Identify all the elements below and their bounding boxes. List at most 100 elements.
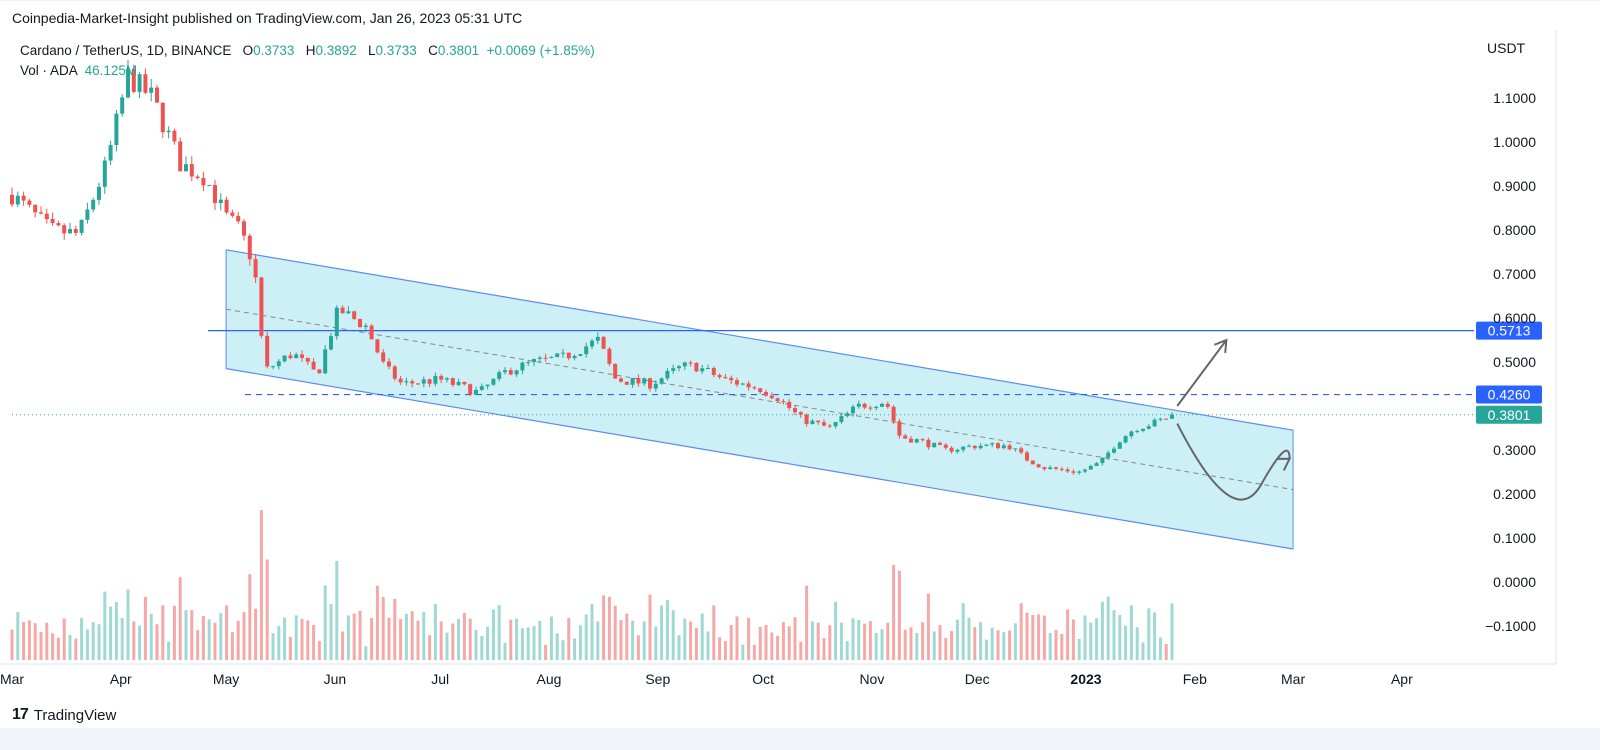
- volume-bar: [277, 625, 281, 660]
- volume-bar: [178, 577, 182, 660]
- candle-body: [885, 403, 890, 407]
- volume-bar: [428, 635, 432, 660]
- candle-body: [21, 195, 26, 201]
- candle-body: [955, 449, 960, 452]
- candle-body: [416, 383, 420, 385]
- volume-bar: [573, 638, 577, 660]
- volume-bar: [706, 631, 710, 660]
- volume-bar: [352, 613, 356, 660]
- candle-body: [532, 358, 536, 363]
- close-label: C: [428, 43, 438, 58]
- volume-bar: [903, 629, 907, 660]
- volume-bar: [172, 605, 176, 660]
- volume-bar: [346, 615, 350, 660]
- volume-bar: [109, 606, 113, 660]
- candle-body: [439, 375, 444, 380]
- volume-bar: [532, 626, 536, 660]
- volume-bar: [22, 621, 26, 660]
- volume-bar: [677, 635, 681, 660]
- candle-body: [758, 388, 763, 393]
- volume-bar: [114, 602, 118, 660]
- volume-bar: [161, 605, 165, 660]
- volume-bar: [515, 618, 519, 660]
- candle-body: [1141, 428, 1145, 431]
- volume-bar: [880, 629, 884, 660]
- x-tick-label: Aug: [537, 671, 562, 687]
- volume-bar: [973, 627, 977, 660]
- candle-body: [10, 194, 14, 205]
- volume-bar: [341, 631, 345, 660]
- candle-body: [288, 355, 293, 359]
- volume-bar: [120, 618, 124, 660]
- volume-bar: [834, 601, 838, 660]
- volume-bar: [758, 626, 762, 660]
- candle-body: [961, 446, 966, 450]
- candle-body: [549, 356, 554, 358]
- y-tick-label: 0.9000: [1493, 178, 1536, 194]
- volume-bar: [602, 595, 606, 660]
- candle-body: [445, 378, 449, 380]
- candle-body: [375, 339, 380, 353]
- candle-body: [682, 362, 687, 367]
- tradingview-brand[interactable]: 17 TradingView: [12, 706, 116, 724]
- candle-body: [659, 378, 664, 384]
- candle-body: [311, 361, 316, 370]
- volume-bar: [938, 625, 942, 660]
- volume-bar: [752, 644, 756, 660]
- candle-body: [665, 370, 670, 379]
- volume-bar: [242, 612, 246, 660]
- volume-bar: [433, 603, 437, 660]
- volume-bar: [312, 625, 316, 660]
- volume-bar: [764, 625, 768, 660]
- volume-bar: [1118, 615, 1122, 660]
- volume-bar: [1066, 609, 1070, 660]
- candle-body: [392, 366, 397, 379]
- volume-bar: [700, 613, 704, 660]
- volume-bar: [393, 598, 397, 660]
- candle-body: [160, 102, 165, 133]
- y-tick-label: 1.0000: [1493, 134, 1536, 150]
- volume-bar: [1077, 639, 1081, 660]
- candle-body: [1158, 418, 1163, 420]
- candle-body: [456, 381, 461, 385]
- candle-body: [207, 185, 212, 187]
- x-tick-label: Jul: [431, 671, 449, 687]
- candle-body: [450, 378, 455, 385]
- candle-body: [242, 221, 246, 236]
- volume-bar: [1135, 627, 1139, 660]
- volume-bar: [805, 585, 809, 660]
- volume-bar: [1054, 629, 1058, 660]
- open-value: 0.3733: [253, 43, 295, 58]
- candle-body: [601, 336, 606, 349]
- volume-bar: [126, 589, 130, 660]
- candle-body: [851, 406, 855, 414]
- candle-body: [15, 195, 20, 205]
- candle-body: [1135, 430, 1140, 432]
- candle-body: [462, 381, 467, 385]
- x-tick-label: Mar: [1281, 671, 1305, 687]
- candle-body: [996, 443, 1000, 449]
- volume-bar: [387, 617, 391, 660]
- candle-body: [1001, 445, 1006, 449]
- volume-bar: [74, 638, 78, 660]
- y-tick-label: 0.7000: [1493, 266, 1536, 282]
- candle-body: [1071, 471, 1076, 473]
- candle-body: [184, 164, 188, 172]
- volume-bar: [288, 637, 292, 660]
- candle-body: [479, 386, 484, 391]
- volume-bar: [1095, 618, 1099, 660]
- candle-body: [1025, 452, 1029, 461]
- y-tick-label: 0.1000: [1493, 530, 1536, 546]
- candle-body: [381, 352, 386, 362]
- candle-body: [224, 199, 229, 213]
- volume-bar: [45, 622, 49, 660]
- volume-bar: [439, 621, 443, 660]
- volume-bar: [468, 618, 472, 660]
- candle-body: [404, 381, 409, 383]
- candle-body: [352, 311, 357, 319]
- volume-bar: [886, 622, 890, 660]
- tradingview-logo-icon: 17: [12, 706, 29, 723]
- volume-bar: [306, 620, 310, 660]
- x-tick-label: Oct: [752, 671, 774, 687]
